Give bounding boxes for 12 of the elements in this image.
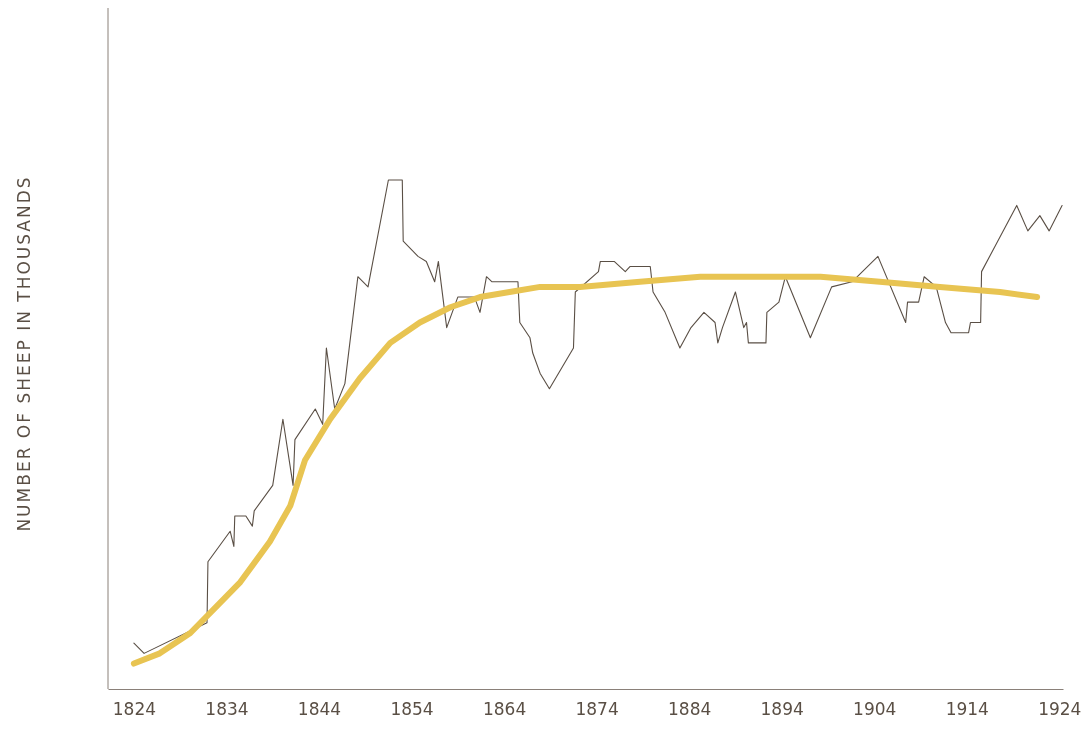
- y-axis-title: NUMBER OF SHEEP IN THOUSANDS: [14, 175, 34, 532]
- x-tick-label: 1844: [297, 699, 342, 720]
- x-tick-label: 1834: [205, 699, 249, 720]
- x-tick-label: 1864: [482, 699, 527, 720]
- x-tick-label: 1874: [575, 699, 619, 720]
- x-tick-label: 1914: [945, 699, 989, 720]
- x-tick-label: 1924: [1038, 699, 1082, 720]
- x-tick-label: 1854: [390, 699, 434, 720]
- x-tick-label: 1904: [853, 699, 897, 720]
- x-tick-label: 1894: [760, 699, 804, 720]
- x-tick-label: 1824: [112, 699, 157, 720]
- x-tick-label: 1884: [668, 699, 712, 720]
